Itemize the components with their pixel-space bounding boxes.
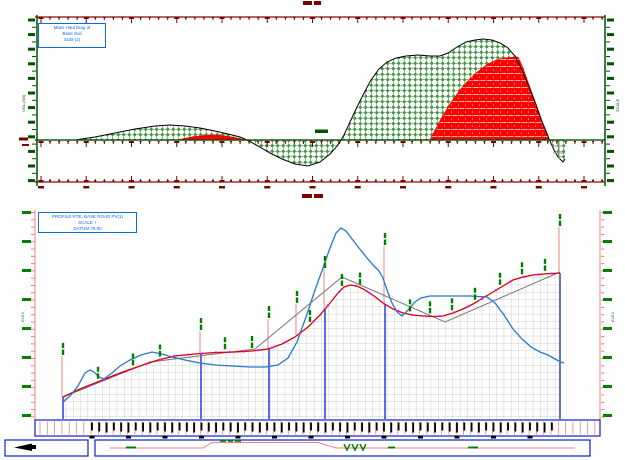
volume-axis-left: VOL.(M3) [21, 15, 38, 186]
leveling-cross-icon [552, 141, 566, 159]
profile-grid [63, 273, 560, 419]
top-border-ticks [35, 16, 605, 23]
mass-haul-title-line2: Base Soil [62, 30, 82, 36]
svg-text:SCALE: SCALE [615, 99, 620, 112]
station-band [34, 419, 601, 439]
micro-labels-top [19, 1, 328, 198]
alignment-band [4, 439, 591, 457]
profile-chart: ELEV. ELEV. [20, 210, 615, 420]
elevation-axis-left: ELEV. [20, 210, 36, 420]
svg-text:ELEV.: ELEV. [610, 311, 615, 322]
profile-title-line1: PROFILE RTE. BASE ROAD PV(1) [52, 214, 123, 219]
elevation-axis-right: ELEV. [599, 210, 615, 420]
ground-line [62, 227, 565, 403]
magenta-markers [89, 272, 553, 386]
profile-title-line3: DATUM 75.00 [73, 225, 102, 231]
spot-annotations [61, 214, 562, 379]
profile-title-box: PROFILE RTE. BASE ROAD PV(1) SCALE + DAT… [38, 212, 137, 233]
mass-haul-title-line3: SUB-(1) [63, 36, 81, 42]
zero-line-ticks [35, 139, 605, 147]
mass-haul-title-line1: Mass Haul Diag of [53, 25, 91, 30]
mass-haul-title-box: Mass Haul Diag of Base Soil SUB-(1) [38, 23, 106, 48]
mass-haul-chart: VOL.(M3) SCALE [19, 1, 620, 198]
svg-text:ELEV.: ELEV. [20, 311, 25, 322]
volume-axis-right: SCALE [604, 15, 620, 186]
mass-haul-curve [37, 38, 566, 167]
design-line [62, 272, 561, 398]
station-verticals [61, 227, 561, 419]
profile-title-line2: SCALE + [78, 219, 97, 225]
svg-text:VOL.(M3): VOL.(M3) [21, 94, 26, 112]
bottom-border-ticks [35, 176, 605, 189]
